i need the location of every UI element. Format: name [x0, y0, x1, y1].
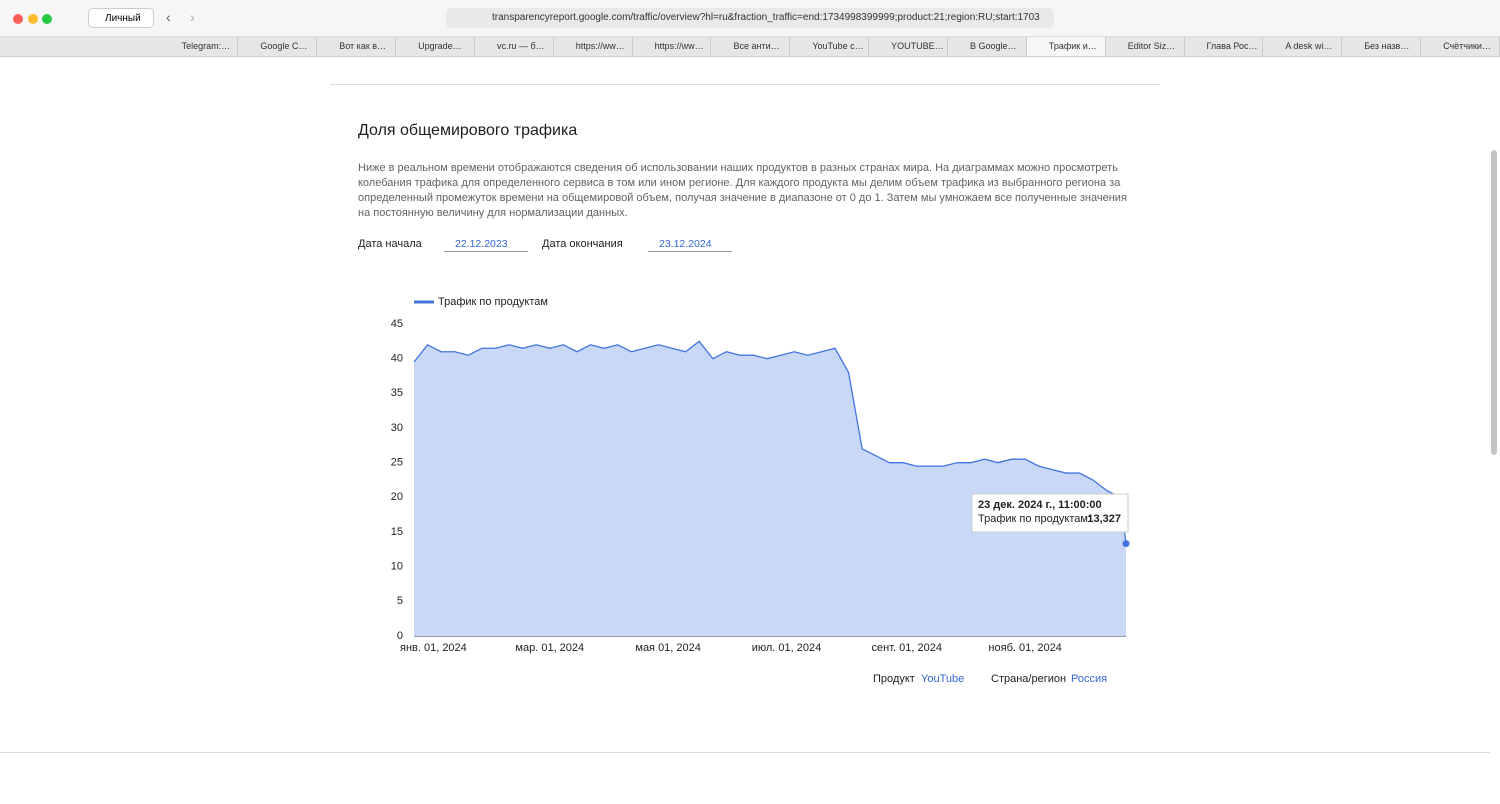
area: [414, 341, 1126, 636]
tab[interactable]: Вот как в…: [317, 37, 397, 56]
close-button[interactable]: [13, 14, 23, 24]
tooltip-value: 13,327: [1087, 513, 1121, 525]
description: Ниже в реальном времени отображаются све…: [358, 162, 1127, 219]
line: [413, 340, 1127, 544]
y-tick-label: 45: [391, 318, 403, 330]
tab[interactable]: Глава Рос…: [1185, 37, 1264, 56]
tab[interactable]: Трафик и…: [1026, 37, 1106, 56]
tooltip-label: Трафик по продуктам:: [978, 513, 1091, 525]
x-tick-label: нояб. 01, 2024: [988, 642, 1061, 654]
start-label: Дата начала: [358, 238, 422, 250]
tab[interactable]: В Google…: [948, 37, 1027, 56]
y-tick-label: 25: [391, 457, 403, 469]
back[interactable]: ‹: [166, 9, 171, 25]
tab[interactable]: https://ww…: [633, 37, 712, 56]
end-label: Дата окончания: [542, 238, 623, 250]
end-input[interactable]: 23.12.2024: [648, 238, 732, 252]
tab[interactable]: YouTube с…: [790, 37, 870, 56]
toolbar: Личный ‹ › transparencyreport.google.com…: [0, 0, 1500, 37]
start-input[interactable]: 22.12.2023: [444, 238, 528, 252]
region-label: Страна/регион: [991, 673, 1067, 685]
tab-bar: Telegram:… Google C… Вот как в… Upgrade… vc.…: [0, 37, 1500, 57]
divider: [330, 84, 1160, 85]
y-tick-label: 15: [391, 526, 403, 538]
scrollbar[interactable]: [1491, 150, 1497, 455]
tab[interactable]: Счётчики…: [1421, 37, 1500, 56]
y-tick-label: 20: [391, 491, 403, 503]
divider: [0, 752, 1490, 753]
tab[interactable]: YOUTUBE…: [869, 37, 948, 56]
tab[interactable]: vc.ru — б…: [475, 37, 554, 56]
product-select[interactable]: YouTube: [921, 673, 965, 685]
tab[interactable]: A desk wi…: [1263, 37, 1343, 56]
region-select[interactable]: Россия: [1071, 673, 1108, 685]
y-tick-label: 40: [391, 353, 403, 365]
x-tick-label: янв. 01, 2024: [400, 642, 467, 654]
y-tick-label: 35: [391, 387, 403, 399]
tab[interactable]: Editor Siz…: [1106, 37, 1185, 56]
y-tick-label: 10: [391, 561, 403, 573]
profile[interactable]: Личный: [88, 8, 154, 28]
forward[interactable]: ›: [190, 9, 195, 25]
legend-label: Трафик по продуктам: [438, 296, 548, 308]
y-tick-label: 0: [397, 630, 403, 642]
address-bar[interactable]: transparencyreport.google.com/traffic/ov…: [446, 8, 1054, 28]
y-tick-label: 30: [391, 422, 403, 434]
tooltip-title: 23 дек. 2024 г., 11:00:00: [978, 499, 1102, 511]
section-title: Доля общемирового трафика: [358, 122, 578, 139]
tab[interactable]: Upgrade…: [396, 37, 475, 56]
tab[interactable]: Все анти…: [711, 37, 791, 56]
minimize-button[interactable]: [28, 14, 38, 24]
x-tick-label: июл. 01, 2024: [752, 642, 822, 654]
product-label: Продукт: [873, 673, 915, 685]
zoom-button[interactable]: [42, 14, 52, 24]
tab[interactable]: https://ww…: [554, 37, 633, 56]
x-tick-label: сент. 01, 2024: [872, 642, 942, 654]
tab[interactable]: Google C…: [238, 37, 318, 56]
tooltip: [971, 493, 1129, 533]
tab[interactable]: Без назв…: [1342, 37, 1422, 56]
hover-point: [1122, 540, 1130, 548]
tab[interactable]: Telegram:…: [160, 37, 239, 56]
x-tick-label: мая 01, 2024: [635, 642, 701, 654]
y-tick-label: 5: [397, 595, 403, 607]
x-tick-label: мар. 01, 2024: [515, 642, 584, 654]
